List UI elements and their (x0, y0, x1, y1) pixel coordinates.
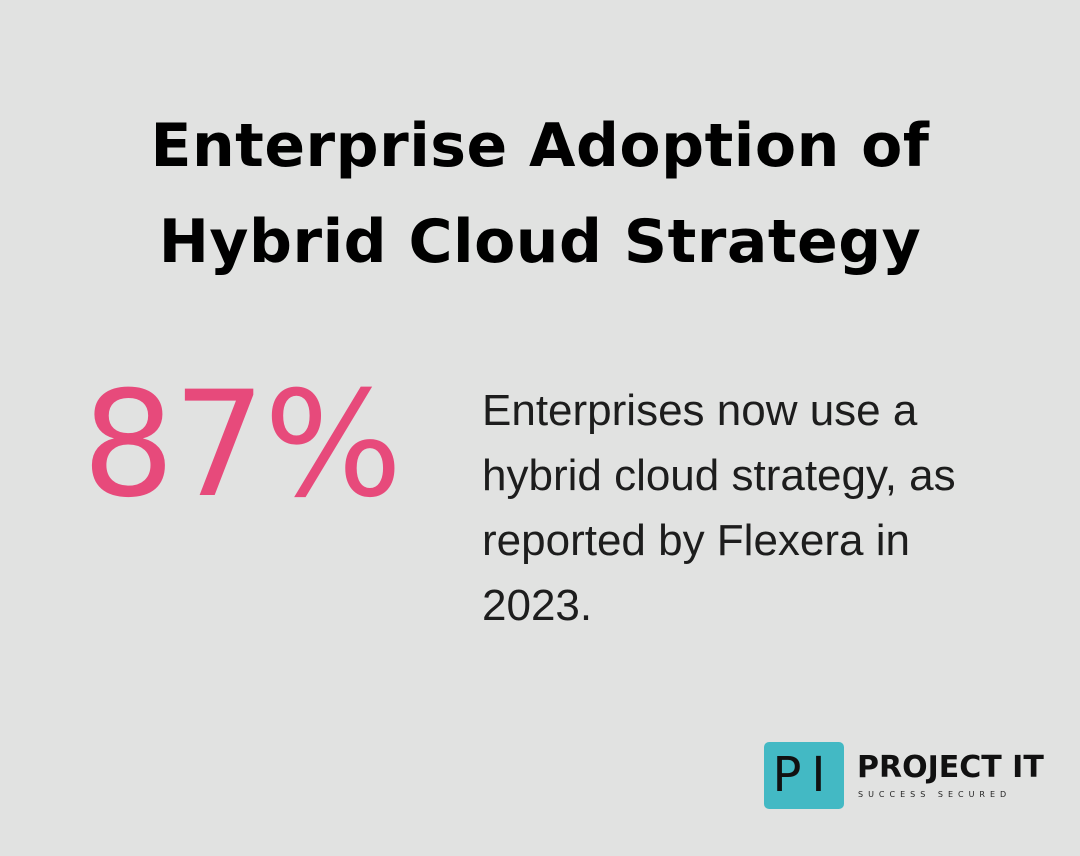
logo-tagline: SUCCESS SECURED (858, 790, 1012, 799)
stat-value: 87% (82, 360, 403, 530)
logo-mark: PI (764, 742, 844, 809)
title-line-1: Enterprise Adoption of (150, 111, 930, 181)
page-title: Enterprise Adoption of Hybrid Cloud Stra… (0, 98, 1080, 290)
logo-name: PROJECT IT (857, 750, 1044, 785)
title-line-2: Hybrid Cloud Strategy (158, 207, 922, 277)
stat-description: Enterprises now use a hybrid cloud strat… (482, 386, 956, 630)
